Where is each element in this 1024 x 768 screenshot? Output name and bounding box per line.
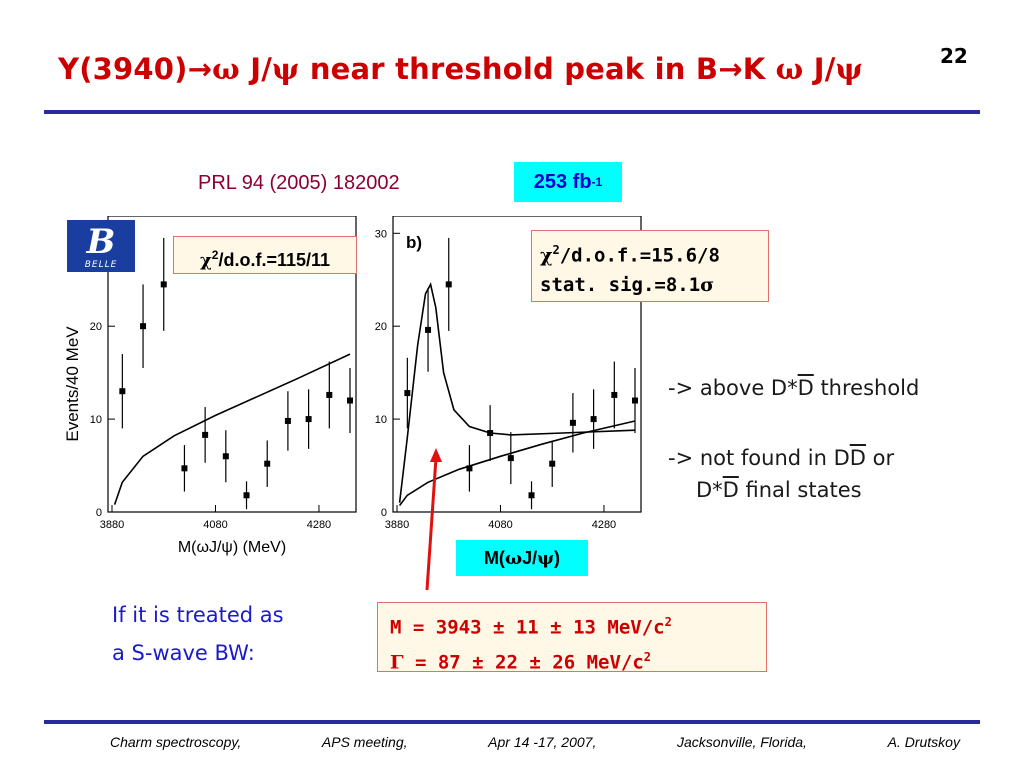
fit-quality-a: χ2/d.o.f.=115/11 [173,236,357,274]
red-arrow [425,448,442,591]
mass-spectrum-plots: b) 0 10 20 3880 4080 4280 M(ωJ/ψ) (MeV) Events/… [63,216,642,556]
data-point [305,416,312,423]
plot-frame-2 [392,216,642,513]
note-final-states: D*D final states [696,478,862,502]
data-point [326,391,333,398]
fit-quality-b: χ2/d.o.f.=15.6/8 stat. sig.=8.1σ [531,230,769,302]
data-point [404,390,411,397]
footer-author: A. Drutskoy [887,734,960,750]
y-tick-label: 30 [375,228,387,240]
mass-result: M = 3943 ± 11 ± 13 MeV/c2 [390,615,672,639]
data-point [347,397,353,404]
data-point [425,326,432,333]
data-point [569,419,576,426]
panel-b-label: b) [406,233,422,252]
data-point [284,417,291,424]
data-point [160,281,167,288]
note-not-found: -> not found in DD or [668,446,895,470]
y-axis-label: Events/40 MeV [63,326,82,442]
bw-text-line2: a S-wave BW: [112,641,255,665]
y-tick-label: 0 [96,507,102,519]
data-point [528,492,535,499]
data-point [222,453,229,460]
bottom-divider [44,720,980,724]
footer-topic: Charm spectroscopy, [110,734,242,750]
x-tick-label: 3880 [100,519,124,531]
slide-number: 22 [940,44,968,68]
data-point [466,465,473,472]
note-above-threshold: -> above D*D threshold [668,376,920,400]
x-axis-label: M(ωJ/ψ) (MeV) [178,539,286,556]
slide-title: Y(3940)→ω J/ψ near threshold peak in B→K… [58,52,864,86]
belle-logo: B BELLE [67,220,135,272]
y-tick-label: 0 [381,507,387,519]
data-point [243,492,250,499]
plot-frame-1 [107,216,357,513]
x-tick-label: 4280 [307,519,331,531]
width-result: Γ = 87 ± 22 ± 26 MeV/c2 [390,650,651,674]
fit-result-box: M = 3943 ± 11 ± 13 MeV/c2 Γ = 87 ± 22 ± … [377,602,767,674]
fit-curve-2-2 [398,420,636,506]
footer-date: Apr 14 -17, 2007, [488,734,597,750]
data-point [264,460,271,467]
data-point [445,281,452,288]
paper-reference: PRL 94 (2005) 182002 [198,172,400,194]
bw-text-line1: If it is treated as [112,603,284,627]
data-point [632,397,638,404]
top-divider [44,110,980,114]
y-tick-label: 20 [375,321,387,333]
footer: Charm spectroscopy, APS meeting, Apr 14 … [110,734,960,750]
data-point [487,430,494,437]
data-point [507,455,514,462]
belle-logo-name: BELLE [84,260,118,270]
footer-location: Jacksonville, Florida, [677,734,807,750]
luminosity-badge: 253 fb -1 [514,162,622,202]
data-point [140,323,147,330]
fit-curve-1-1 [113,353,351,505]
data-point [611,391,618,398]
data-point [202,431,209,438]
data-point [590,416,597,423]
belle-logo-mark: B [86,222,116,262]
y-tick-label: 20 [90,321,102,333]
x-tick-label: 4080 [203,519,227,531]
data-point [549,460,556,467]
x-tick-label: 3880 [385,519,409,531]
mass-label-box: M(ω J/ψ) [456,540,588,576]
y-tick-label: 10 [375,414,387,426]
y-tick-label: 10 [90,414,102,426]
data-point [119,388,126,395]
bw-treatment-text: If it is treated as a S-wave BW: [112,596,284,672]
footer-meeting: APS meeting, [321,734,408,750]
data-point [181,465,188,472]
x-tick-label: 4080 [488,519,512,531]
x-tick-label: 4280 [592,519,616,531]
